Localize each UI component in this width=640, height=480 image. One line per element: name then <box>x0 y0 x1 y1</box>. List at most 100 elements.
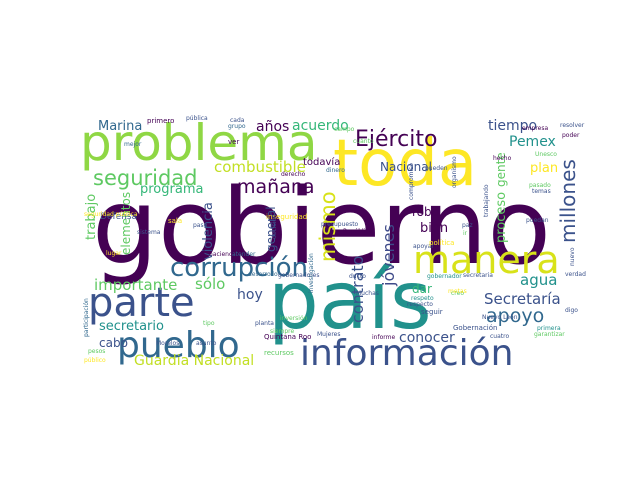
word-manera: manera <box>413 238 560 282</box>
word-manana: mañana <box>237 176 315 198</box>
word-nuevo-leon: Nuevo León <box>482 314 518 321</box>
word-conocer: conocer <box>399 330 455 346</box>
word-puedan: puedan <box>526 217 549 224</box>
word-muchas: Muchas <box>356 290 379 297</box>
word-ir: ir <box>463 230 468 237</box>
word-organismo: organismo <box>451 156 458 188</box>
word-jovenes: jóvenes <box>379 224 398 287</box>
word-investigacion: investigación <box>308 253 315 293</box>
word-digo: digo <box>565 307 578 314</box>
word-corrupcion: corrupción <box>170 253 308 283</box>
word-inversion: inversión <box>280 315 308 322</box>
word-millones: millones <box>556 159 580 243</box>
word-cabo: cabo <box>99 336 128 350</box>
word-pueblo: pueblo <box>117 325 240 366</box>
word-seguir: seguir <box>421 308 443 316</box>
word-asunto: asunto <box>196 340 217 347</box>
word-robo: robo <box>412 205 439 219</box>
word-creo: creo <box>451 290 464 297</box>
word-pais: país <box>268 254 432 347</box>
word-marina: Marina <box>98 119 142 134</box>
word-combustible: combustible <box>214 158 306 176</box>
word-general: general <box>264 206 278 252</box>
word-decision: decisión <box>271 214 278 239</box>
word-gente: gente <box>494 152 508 187</box>
word-solo: sólo <box>195 275 225 293</box>
word-mismo: mismo <box>316 191 340 262</box>
word-hoy: hoy <box>237 287 263 303</box>
word-importante: importante <box>94 276 177 294</box>
word-tiempo: tiempo <box>488 118 537 134</box>
word-primera: primera <box>537 325 561 332</box>
word-lugar: lugar <box>106 250 122 257</box>
word-toda: toda <box>333 127 477 201</box>
word-unesco: Unesco <box>535 151 557 158</box>
word-hecho: hecho <box>493 155 512 162</box>
word-cuanto: cuánto <box>353 138 374 145</box>
word-empresa: empresa <box>522 125 548 132</box>
word-contrato: contrato <box>348 256 367 323</box>
word-planta: planta <box>255 320 274 327</box>
word-metas: metas <box>448 288 467 295</box>
word-cuatro: cuatro <box>490 333 509 340</box>
word-nuevo: nuevo <box>569 247 576 266</box>
word-seguridad: seguridad <box>93 166 198 190</box>
word-participacion: participación <box>83 298 90 337</box>
word-plan: plan <box>530 161 558 176</box>
word-pasado: pasado <box>529 182 551 189</box>
word-temas: temas <box>532 188 551 195</box>
word-gobernadores: gobernadores <box>278 272 319 279</box>
word-proceso: proceso <box>494 192 509 243</box>
word-agua: agua <box>520 271 557 289</box>
word-pesos: pesos <box>88 348 105 355</box>
word-defensa: Defensa <box>100 212 137 222</box>
word-gobernacion: Gobernación <box>453 324 497 332</box>
word-informe: informe <box>372 334 395 341</box>
word-mejor: mejor <box>124 141 142 148</box>
word-trabajando: trabajando <box>483 184 490 217</box>
word-inseguridad: inseguridad <box>266 213 307 221</box>
word-respeto: respeto <box>411 295 434 302</box>
word-cada: cada <box>230 117 245 124</box>
word-campo: campo <box>334 126 355 133</box>
word-secretario: secretario <box>99 319 164 334</box>
word-elementos: elementos <box>119 192 133 255</box>
word-apoyo: apoyo <box>486 305 544 327</box>
word-acuerdo: acuerdo <box>292 118 349 134</box>
word-recursos: recursos <box>264 349 294 357</box>
word-desarrollo: desarrollo <box>248 271 278 278</box>
word-primero: primero <box>147 117 174 125</box>
word-paso: paso <box>193 222 208 229</box>
word-sala: sala <box>168 217 182 225</box>
word-ejercito: Ejército <box>355 127 437 152</box>
word-secretaria: secretaria <box>463 272 493 279</box>
word-violencia: violencia <box>201 202 216 260</box>
word-ver: ver <box>228 138 239 146</box>
word-sistema: sistema <box>137 229 161 236</box>
word-poder: poder <box>562 132 580 139</box>
word-politica: política <box>429 239 454 247</box>
word-tipo: tipo <box>203 320 215 327</box>
word-presupuesto: presupuesto <box>321 221 359 228</box>
word-trabajo: trabajo <box>84 194 99 240</box>
word-bien: bien <box>420 221 448 236</box>
word-haciendo: haciendo <box>209 251 237 258</box>
word-respecto: respecto <box>407 301 433 308</box>
word-morelos: Morelos <box>156 340 179 347</box>
word-secretaria: Secretaría <box>484 290 561 308</box>
word-todavia: todavía <box>303 156 340 168</box>
word-grupo: grupo <box>228 123 246 130</box>
word-gobernador: gobernador <box>427 273 462 280</box>
word-informacion: información <box>300 333 513 374</box>
word-compromiso: compromiso <box>408 163 415 200</box>
word-quintana-roo: Quintana Roo <box>264 333 311 341</box>
word-resolver: resolver <box>560 122 585 129</box>
word-publica: pública <box>186 115 208 122</box>
word-dar: dar <box>412 282 432 296</box>
word-guardia-nacional: Guardia Nacional <box>134 353 254 369</box>
word-anos: años <box>256 119 289 135</box>
word-verdad: verdad <box>565 271 586 278</box>
word-garantizar: garantizar <box>534 331 565 338</box>
word-ducto: ducto <box>349 273 366 280</box>
